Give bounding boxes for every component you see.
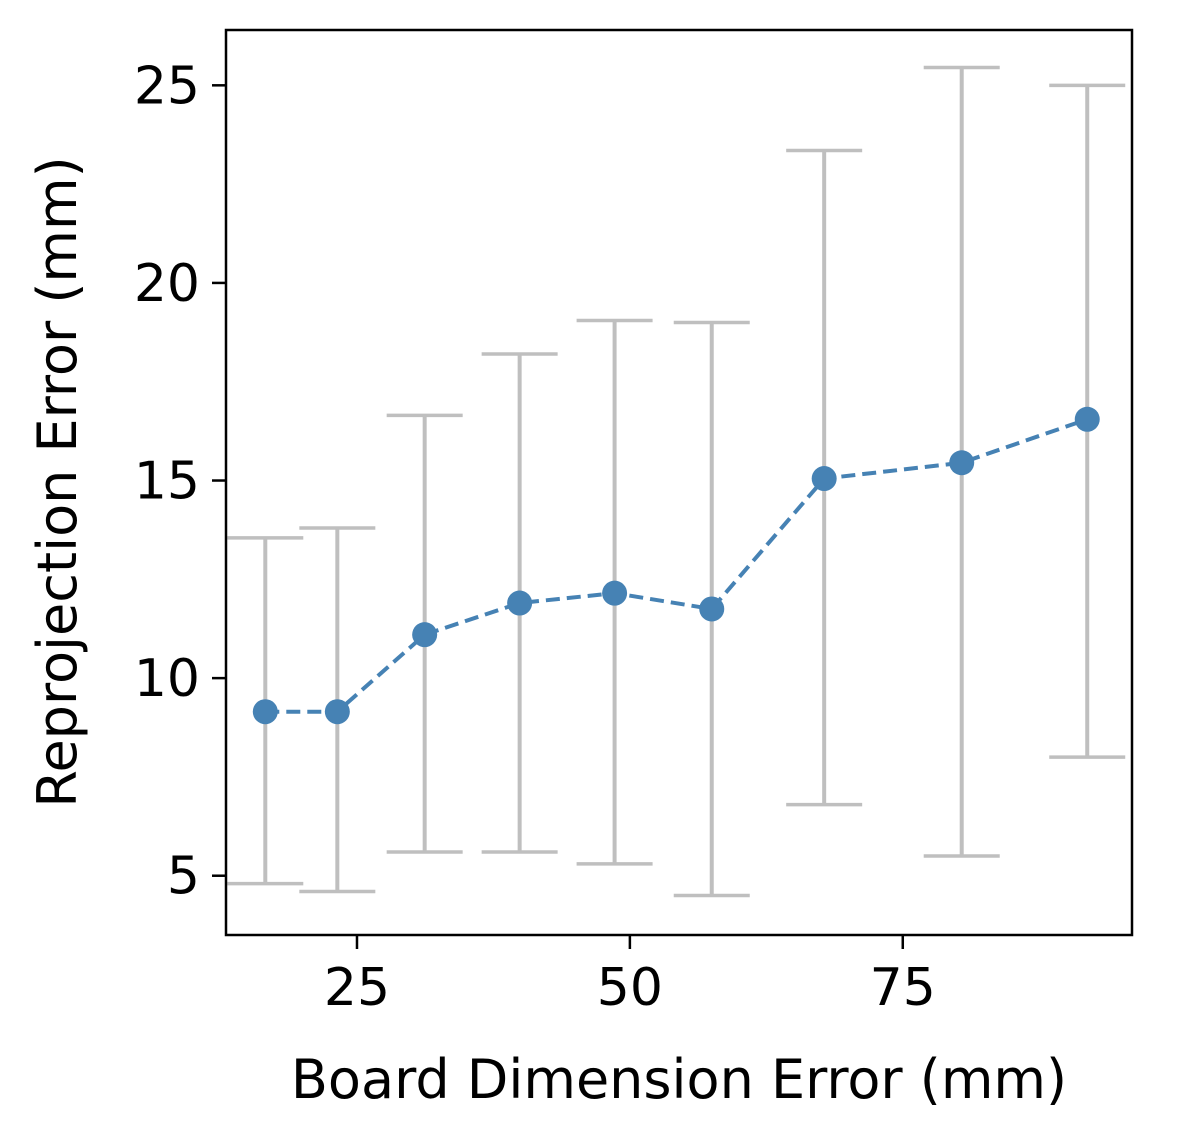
- data-markers: [252, 406, 1100, 725]
- data-point: [252, 699, 278, 725]
- y-axis-ticks: 5 10 15 20 25: [134, 56, 226, 907]
- data-point: [412, 622, 438, 648]
- data-point: [811, 466, 837, 492]
- data-point: [1074, 406, 1100, 432]
- y-tick-label: 5: [167, 847, 200, 907]
- x-tick-label: 50: [597, 958, 663, 1018]
- x-axis-ticks: 25 50 75: [324, 935, 936, 1018]
- data-point: [324, 699, 350, 725]
- data-point: [602, 580, 628, 606]
- y-tick-label: 20: [134, 254, 200, 314]
- x-tick-label: 25: [324, 958, 390, 1018]
- x-tick-label: 75: [870, 958, 936, 1018]
- plot-frame: [224, 28, 1134, 937]
- data-point: [949, 450, 975, 476]
- y-tick-label: 25: [134, 56, 200, 116]
- data-point: [507, 590, 533, 616]
- error-bars: [227, 65, 1126, 898]
- data-point: [699, 596, 725, 622]
- y-axis-label: Reprojection Error (mm): [26, 156, 89, 807]
- y-tick-label: 10: [134, 649, 200, 709]
- y-tick-label: 15: [134, 452, 200, 512]
- x-axis-label: Board Dimension Error (mm): [291, 1048, 1067, 1111]
